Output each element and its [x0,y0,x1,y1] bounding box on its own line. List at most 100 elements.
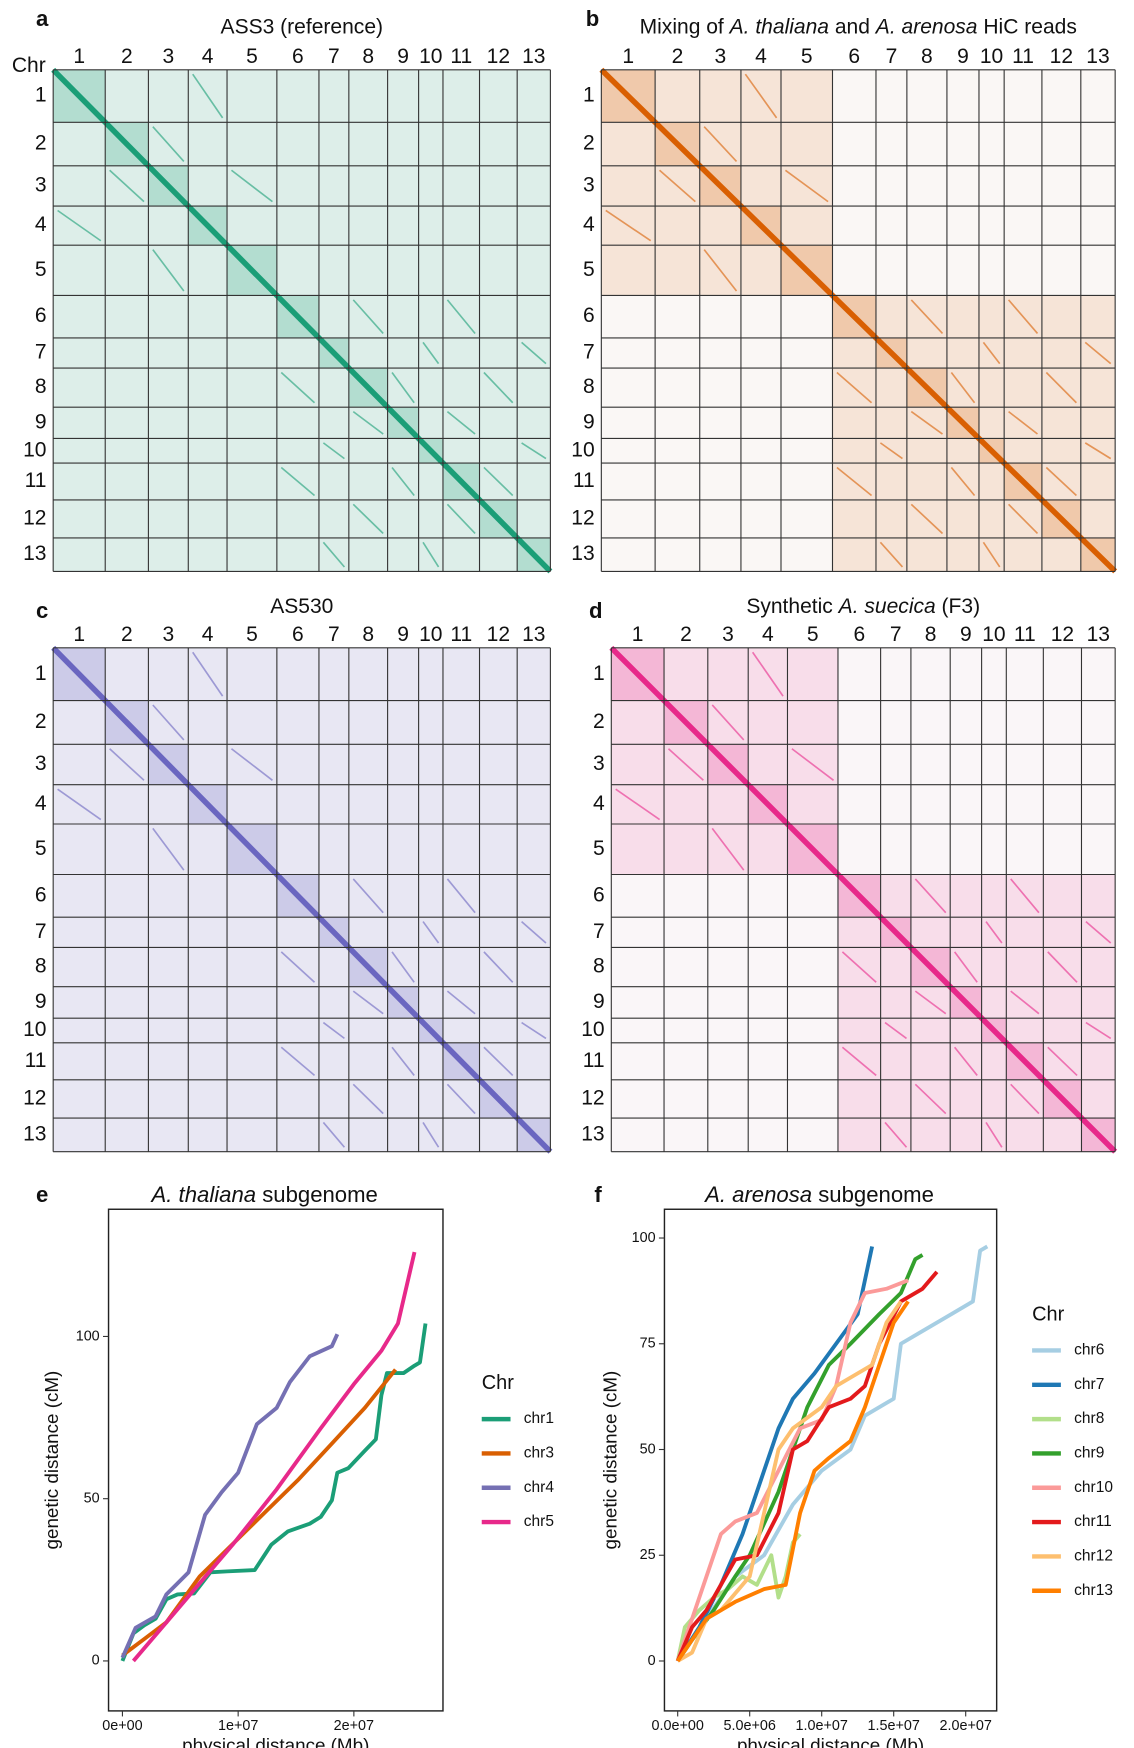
heatmap-block [837,917,881,948]
synteny-trace [422,341,440,365]
legend-label: chr6 [1074,1342,1104,1359]
heatmap-block [946,537,979,572]
heatmap-block [227,337,277,369]
chromosome-label: 5 [807,623,819,646]
chromosome-label: 2 [35,132,47,155]
heatmap-block [418,368,443,408]
heatmap-block [978,295,1005,338]
heatmap-block [442,1018,480,1043]
heatmap-block [276,986,319,1019]
heatmap-block [708,987,748,1018]
heatmap-block [741,295,781,337]
heatmap-block [748,917,787,947]
heatmap-block [611,700,665,745]
heatmap-block [276,1018,319,1043]
synteny-trace [1007,503,1039,535]
heatmap-block [418,245,443,296]
heatmap-block [188,368,228,408]
heatmap-block [655,206,700,246]
heatmap-block [517,368,551,408]
heatmap-block [105,986,149,1019]
heatmap-block [611,917,664,947]
heatmap-block [148,438,189,464]
heatmap-block [981,874,1007,918]
heatmap-block [1042,206,1081,245]
synteny-trace [784,169,829,203]
chromosome-label: 1 [35,662,47,685]
heatmap-block [982,648,1007,701]
y-tick-label: 50 [84,1490,100,1506]
data-line [676,1300,910,1663]
heatmap-block [611,1080,664,1118]
heatmap-block [982,744,1007,784]
heatmap-block [188,1079,228,1119]
heatmap-block [787,874,837,917]
heatmap-block [781,368,832,407]
heatmap-block [906,463,947,500]
plot-area [107,1208,444,1712]
heatmap-block [148,537,189,572]
heatmap-block [479,917,518,948]
heatmap-block [700,407,741,438]
heatmap-block [517,744,551,785]
heatmap-block [227,499,277,538]
heatmap-block [1041,407,1081,439]
heatmap-block [982,701,1007,745]
x-tick-label: 2e+07 [334,1718,374,1734]
data-line [676,1253,924,1663]
heatmap-block [979,70,1004,123]
chromosome-label: 1 [632,623,644,646]
chromosome-label: 9 [583,410,595,433]
heatmap-block [227,463,277,500]
synteny-trace [152,249,185,292]
heatmap-block [1043,986,1082,1019]
heatmap-block [947,166,979,206]
chromosome-label: 9 [35,990,47,1013]
synteny-trace [879,442,903,460]
synteny-trace [483,466,514,497]
synteny-trace [152,827,185,871]
heatmap-block [517,986,551,1019]
chromosome-label: 3 [593,752,605,775]
synteny-trace [446,1083,476,1115]
heatmap-block [741,538,781,572]
chromosome-label: 5 [583,258,595,281]
heatmap-block [227,700,277,745]
heatmap-block [387,917,419,948]
heatmap-block [699,206,741,246]
heatmap-block [655,538,700,572]
heatmap-block [611,874,664,917]
heatmap-block [53,245,106,296]
heatmap-block [950,1118,982,1152]
heatmap-block [708,1118,748,1152]
heatmap-block [148,784,189,824]
legend-label: chr10 [1074,1479,1113,1496]
heatmap-block [664,1080,708,1118]
heatmap-block [1081,70,1115,123]
heatmap-block [1081,122,1115,166]
heatmap-block [148,1042,189,1080]
heatmap-block [1081,744,1115,784]
heatmap-block [947,206,979,245]
heatmap-block [276,407,319,439]
chromosome-label: 10 [980,45,1003,68]
heatmap-block [418,647,443,701]
heatmap-block [276,647,319,701]
heatmap-block [832,245,875,295]
data-line [121,1368,398,1657]
title-part: A. arenosa [703,1182,812,1207]
synteny-trace [658,169,696,203]
heatmap-block [601,368,655,407]
synteny-trace [422,541,440,568]
chromosome-label: 2 [583,132,595,155]
synteny-trace [152,126,185,162]
heatmap-block [148,69,189,123]
heatmap-block [53,874,106,918]
heatmap-block [276,1118,319,1152]
heatmap-block [748,987,787,1018]
heatmap-block [832,166,875,206]
heatmap-block [418,744,443,785]
heatmap-block [950,917,982,948]
heatmap-block [348,784,388,824]
chromosome-label: 8 [362,623,374,646]
